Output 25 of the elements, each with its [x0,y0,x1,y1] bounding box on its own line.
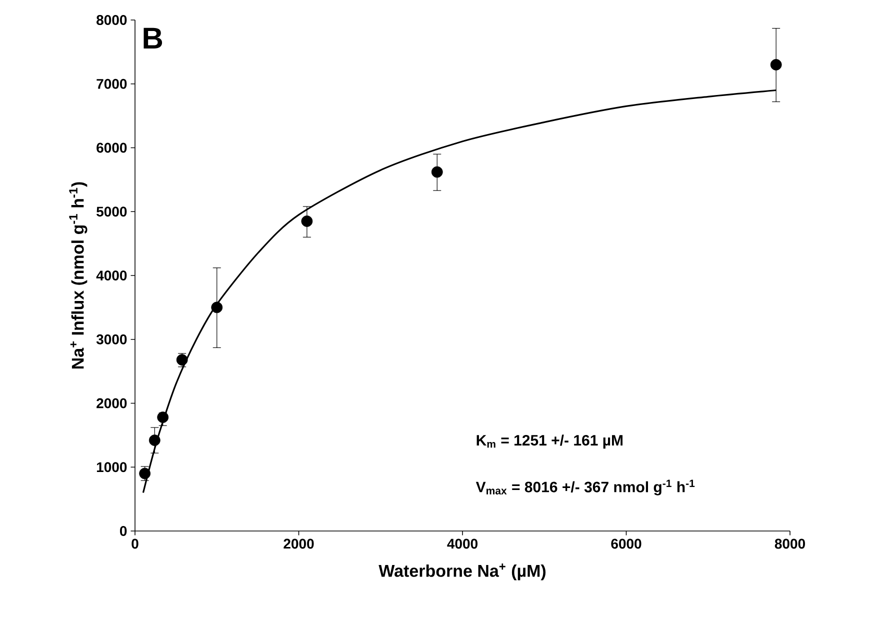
point [157,412,169,423]
y-tick-label: 6000 [96,142,127,153]
y-tick-label: 1000 [96,462,127,472]
annotation: B [144,28,162,48]
point [431,166,443,178]
y-tick-label: 3000 [96,334,127,344]
y-tick-label: 2000 [96,398,127,408]
annotation: V$_{max}$ = 8016 +/- 367 nmol g$^{-1}$ h$^{-1}$ [476,480,695,496]
y-tick-label: 5000 [96,206,127,217]
x-tick-label: 2000 [284,538,314,549]
point [301,216,313,227]
y-tick-label: 8000 [96,15,127,25]
y-axis-title: Na$^{+}$ Influx (nmol g$^{-1}$ h$^{-1}$) [69,182,88,368]
x-axis-title: Waterborne Na$^{+}$ (µM) [378,564,546,580]
annotation: K$_{m}$ = 1251 +/- 161 µM [476,434,622,449]
point [211,302,223,314]
x-tick-label: 4000 [447,538,478,549]
y-tick-label: 7000 [96,78,127,89]
x-tick-label: 6000 [611,538,642,549]
point [770,59,782,70]
y-tick-label: 0 [120,526,127,536]
x-tick-label: 8000 [774,538,805,549]
point [148,434,160,446]
x-tick-label: 0 [132,538,138,549]
y-tick-label: 4000 [96,270,127,280]
